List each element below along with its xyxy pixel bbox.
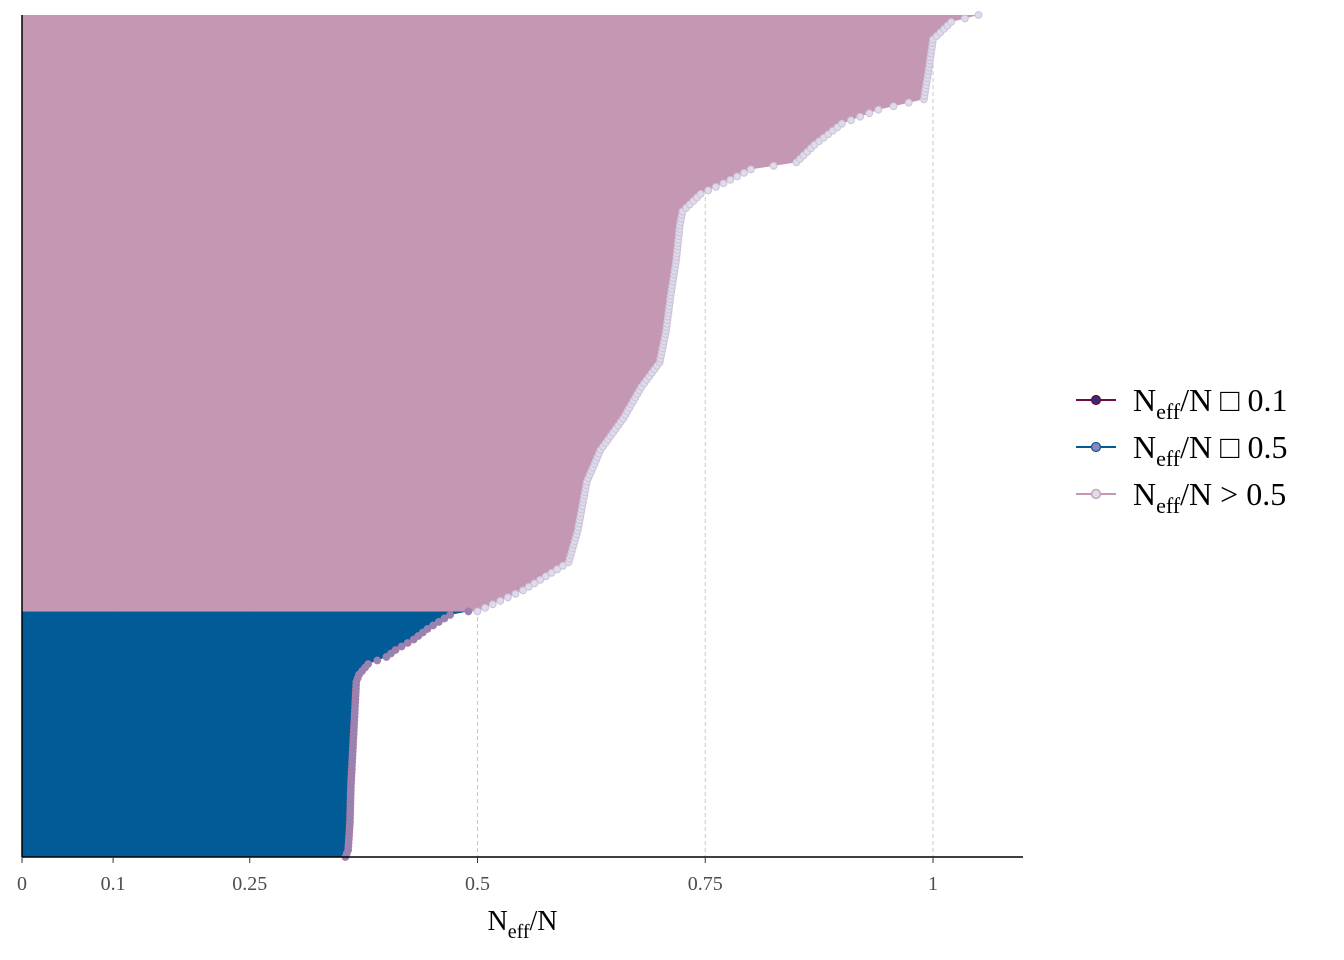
area-high <box>22 15 979 612</box>
x-tick-labels: 0 0.1 0.25 0.5 0.75 1 <box>17 857 938 895</box>
legend-label-tail: /N > 0.5 <box>1180 476 1286 512</box>
point-mid <box>464 607 473 616</box>
x-tick-label: 0 <box>17 873 27 895</box>
legend-label: Neff/N □ 0.1 <box>1133 382 1287 424</box>
x-tick-label: 0.25 <box>232 873 267 895</box>
legend-item: Neff/N > 0.5 <box>1076 476 1286 518</box>
point-high <box>865 109 874 118</box>
point-high <box>524 582 533 591</box>
point-high <box>711 183 720 191</box>
legend-marker <box>1090 394 1102 406</box>
point-high <box>847 116 855 125</box>
legend-label-sub: eff <box>1156 399 1181 424</box>
point-markers <box>341 11 983 861</box>
legend-marker <box>1090 488 1102 500</box>
point-high <box>856 112 865 121</box>
legend-label-sub: eff <box>1156 446 1181 471</box>
point-high <box>889 102 898 111</box>
legend-label-main: N <box>1133 382 1156 418</box>
x-axis-title-sub: eff <box>508 921 530 943</box>
point-high <box>473 607 482 616</box>
point-high <box>904 98 913 107</box>
point-high <box>559 561 567 570</box>
point-mid <box>434 618 443 626</box>
legend-label-main: N <box>1133 429 1156 465</box>
point-high <box>511 589 520 598</box>
point-mid <box>364 660 373 668</box>
point-high <box>481 604 489 612</box>
point-mid <box>429 621 437 630</box>
point-mid <box>397 642 406 651</box>
point-high <box>536 575 545 584</box>
point-high <box>553 565 562 574</box>
point-high <box>496 596 505 605</box>
axes <box>21 15 1023 858</box>
point-high <box>503 593 512 602</box>
point-high <box>726 175 735 184</box>
point-high <box>488 600 497 609</box>
legend-item: Neff/N □ 0.1 <box>1076 382 1287 424</box>
point-high <box>719 179 728 188</box>
legend-label-tail: /N □ 0.5 <box>1180 429 1287 465</box>
point-high <box>740 168 748 177</box>
point-high <box>746 165 755 174</box>
point-high <box>769 161 778 170</box>
point-mid <box>391 646 400 654</box>
point-high <box>704 186 713 195</box>
point-high <box>530 579 539 588</box>
legend-item: Neff/N □ 0.5 <box>1076 429 1287 471</box>
x-tick-label: 0.5 <box>465 873 490 895</box>
point-mid <box>423 625 432 633</box>
point-high <box>541 572 550 581</box>
legend-label-main: N <box>1133 476 1156 512</box>
x-tick-label: 0.75 <box>688 873 723 895</box>
legend-label-tail: /N □ 0.1 <box>1180 382 1287 418</box>
point-high <box>838 119 846 128</box>
point-mid <box>440 614 449 623</box>
x-axis-title-tail: /N <box>530 906 558 937</box>
x-tick-label: 1 <box>928 873 938 895</box>
area-fills <box>22 15 979 857</box>
point-high <box>947 18 956 26</box>
x-axis-title: Neff/N <box>487 906 557 943</box>
legend-label: Neff/N > 0.5 <box>1133 476 1286 518</box>
point-mid <box>403 639 412 647</box>
legend-marker <box>1090 441 1102 453</box>
point-high <box>696 190 705 198</box>
x-tick-label: 0.1 <box>101 873 126 895</box>
point-high <box>974 11 983 19</box>
legend-label-sub: eff <box>1156 493 1181 518</box>
point-high <box>519 586 527 595</box>
point-high <box>874 105 883 114</box>
point-mid <box>446 611 455 619</box>
point-mid <box>373 656 382 665</box>
point-high <box>547 568 556 577</box>
point-high <box>733 172 742 181</box>
point-high <box>960 14 969 23</box>
legend-label: Neff/N □ 0.5 <box>1133 429 1287 471</box>
x-axis-title-main: N <box>487 906 507 937</box>
